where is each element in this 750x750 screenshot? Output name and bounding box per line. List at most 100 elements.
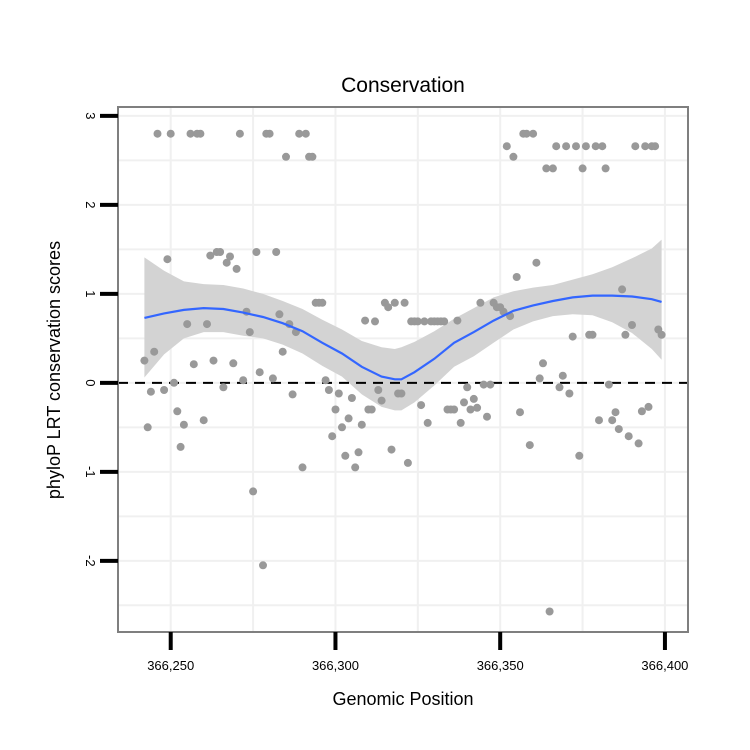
- data-point: [502, 142, 511, 151]
- data-point: [272, 248, 281, 256]
- data-point: [282, 152, 290, 161]
- data-point: [387, 445, 396, 454]
- data-point: [186, 129, 195, 138]
- data-point: [651, 142, 660, 151]
- data-point: [288, 390, 297, 399]
- data-point: [328, 432, 337, 441]
- data-point: [150, 347, 159, 356]
- data-point: [367, 405, 376, 414]
- data-point: [318, 298, 327, 307]
- data-point: [548, 164, 557, 173]
- data-point: [575, 451, 584, 460]
- data-point: [417, 401, 426, 410]
- data-point: [532, 258, 541, 267]
- data-point: [598, 142, 607, 151]
- data-point: [637, 407, 646, 416]
- data-point: [268, 374, 277, 383]
- confidence-band: [144, 239, 662, 411]
- y-tick-label: 3: [83, 112, 98, 119]
- data-point: [450, 405, 459, 414]
- data-point: [232, 264, 241, 273]
- data-point: [456, 418, 465, 427]
- data-point: [301, 129, 310, 138]
- data-point: [413, 317, 422, 326]
- data-point: [486, 380, 495, 389]
- data-point: [219, 383, 228, 392]
- data-point: [371, 317, 379, 326]
- data-point: [608, 416, 617, 425]
- grid: [118, 107, 688, 632]
- smooth-line: [144, 294, 662, 381]
- data-point: [529, 129, 538, 138]
- data-point: [641, 142, 650, 151]
- data-point: [226, 252, 234, 261]
- data-point: [631, 142, 640, 151]
- data-point: [403, 458, 412, 467]
- data-point: [374, 386, 383, 394]
- y-tick-label: 1: [83, 290, 98, 297]
- data-point: [525, 441, 534, 450]
- data-point: [397, 389, 406, 398]
- data-point: [562, 142, 571, 151]
- data-point: [334, 389, 343, 398]
- data-point: [153, 129, 162, 138]
- data-point: [321, 376, 330, 385]
- data-point: [166, 129, 175, 138]
- x-tick-label: 366,250: [147, 658, 194, 673]
- data-point: [170, 378, 178, 387]
- data-point: [344, 414, 353, 423]
- data-point: [295, 129, 304, 138]
- data-point: [440, 317, 449, 326]
- data-point: [196, 129, 205, 138]
- data-point: [466, 405, 475, 414]
- data-point: [522, 129, 531, 138]
- data-point: [588, 330, 597, 339]
- data-point: [235, 129, 244, 138]
- data-point: [601, 164, 610, 173]
- data-point: [453, 316, 462, 325]
- y-tick-label: -2: [83, 555, 98, 567]
- data-point: [509, 152, 518, 161]
- data-point: [558, 371, 567, 380]
- data-point: [351, 463, 360, 472]
- data-point: [278, 347, 287, 356]
- data-point: [644, 402, 653, 411]
- data-point: [423, 418, 432, 427]
- y-tick-label: 2: [83, 201, 98, 208]
- data-point: [163, 255, 172, 264]
- data-point: [239, 376, 248, 385]
- data-point: [469, 394, 478, 403]
- data-point: [209, 356, 218, 365]
- data-point: [206, 251, 215, 260]
- data-point: [347, 394, 356, 402]
- data-point: [483, 412, 491, 421]
- data-point: [552, 142, 561, 151]
- data-point: [572, 142, 580, 151]
- data-point: [628, 321, 636, 329]
- y-tick-label: 0: [83, 379, 98, 386]
- data-point: [542, 164, 551, 173]
- data-point: [400, 298, 409, 307]
- data-point: [578, 164, 587, 173]
- x-axis-title: Genomic Position: [332, 689, 473, 709]
- data-point: [143, 423, 152, 432]
- data-point: [555, 383, 564, 392]
- data-point: [595, 416, 603, 425]
- x-tick-label: 366,350: [477, 658, 524, 673]
- data-point: [539, 359, 547, 368]
- plot-frame: [117, 106, 689, 633]
- data-point: [249, 487, 258, 496]
- chart-title: Conservation: [341, 74, 465, 97]
- data-point: [624, 432, 633, 441]
- data-point: [229, 359, 238, 368]
- data-point: [545, 607, 554, 616]
- data-point: [146, 387, 155, 396]
- data-point: [222, 258, 231, 267]
- data-point: [275, 310, 284, 319]
- data-point: [473, 403, 482, 412]
- data-point: [618, 285, 627, 294]
- data-point: [384, 303, 393, 312]
- data-point: [479, 380, 488, 389]
- data-point: [516, 408, 524, 417]
- data-point: [611, 408, 620, 417]
